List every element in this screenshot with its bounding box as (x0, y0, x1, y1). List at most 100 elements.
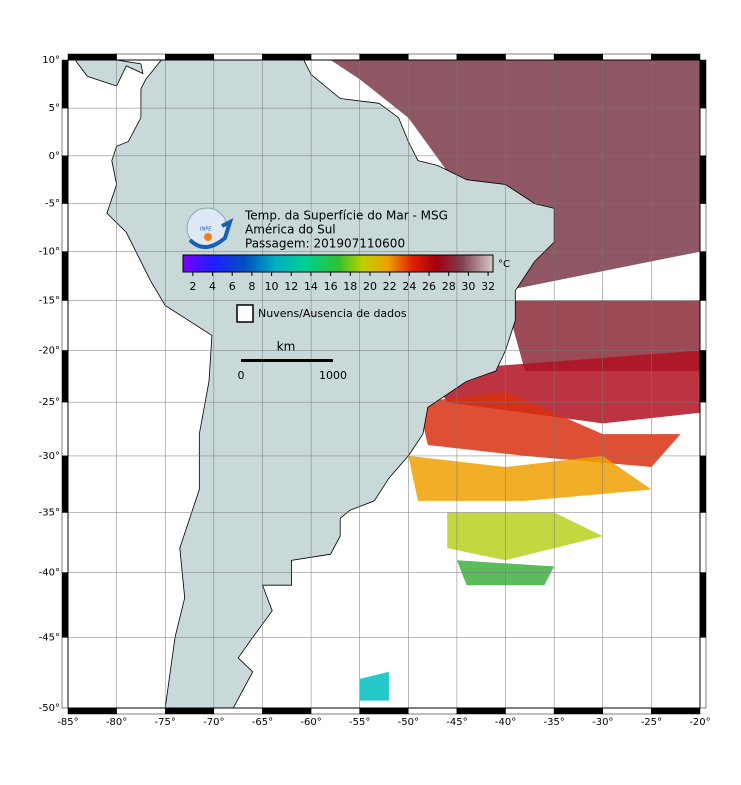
frame-segment (699, 155, 707, 204)
x-tick-label: -85° (57, 717, 78, 728)
title-line: Passagem: 201907110600 (245, 237, 405, 251)
frame-segment (67, 53, 117, 61)
legend-label: Nuvens/Ausencia de dados (258, 307, 407, 320)
colorbar-tick-label: 20 (363, 280, 377, 293)
x-tick-label: -75° (155, 717, 176, 728)
colorbar-tick-label: 32 (481, 280, 495, 293)
x-tick-label: -25° (641, 717, 662, 728)
frame-segment (456, 707, 506, 715)
frame-segment (699, 572, 707, 638)
frame-segment (359, 707, 409, 715)
x-tick-label: -65° (252, 717, 273, 728)
x-tick-label: -35° (543, 717, 564, 728)
frame-segment (699, 401, 707, 457)
frame-segment (213, 707, 263, 715)
title-line: Temp. da Superfície do Mar - MSG (244, 209, 448, 223)
colorbar-tick-label: 8 (248, 280, 255, 293)
x-tick-label: -60° (300, 717, 321, 728)
scale-label: 1000 (319, 369, 347, 382)
x-tick-label: -55° (349, 717, 370, 728)
colorbar-tick-label: 14 (304, 280, 318, 293)
colorbar-tick-label: 6 (229, 280, 236, 293)
y-tick-label: 0° (49, 151, 60, 162)
sst-patch (418, 391, 681, 467)
frame-segment (213, 53, 263, 61)
logo-dot (204, 233, 212, 241)
y-tick-label: -25° (39, 397, 60, 408)
frame-segment (61, 512, 69, 573)
x-tick-label: -80° (106, 717, 127, 728)
colorbar-tick-label: 4 (209, 280, 216, 293)
colorbar-tick-label: 2 (189, 280, 196, 293)
frame-segment (262, 707, 312, 715)
colorbar-tick-label: 30 (461, 280, 475, 293)
frame (67, 59, 701, 709)
sst-patch (330, 60, 700, 291)
x-tick-label: -30° (592, 717, 613, 728)
frame-segment (61, 107, 69, 157)
frame-segment (262, 53, 312, 61)
scale-unit: km (277, 340, 296, 354)
frame-segment (61, 637, 69, 709)
y-tick-label: -5° (45, 199, 60, 210)
frame-segment (310, 53, 360, 61)
colorbar-tick-label: 16 (324, 280, 338, 293)
frame-segment (699, 203, 707, 252)
logo-arrow (188, 218, 234, 249)
frame-segment (651, 707, 701, 715)
frame-segment (164, 707, 215, 715)
frame-segment (61, 300, 69, 351)
frame-segment (699, 455, 707, 513)
x-tick-label: -70° (203, 717, 224, 728)
frame-segment (699, 637, 707, 709)
frame-segment (61, 455, 69, 513)
y-tick-label: 5° (49, 103, 60, 114)
frame-segment (699, 350, 707, 403)
frame-segment (699, 107, 707, 157)
colorbar-unit: °C (498, 259, 510, 270)
legend-swatch (236, 304, 254, 323)
frame-segment (699, 251, 707, 301)
frame-segment (408, 53, 458, 61)
land (74, 60, 144, 87)
frame-segment (699, 59, 707, 109)
frame-segment (408, 707, 458, 715)
frame-segment (61, 155, 69, 204)
title-line: América do Sul (245, 223, 336, 237)
frame-segment (61, 572, 69, 638)
frame-segment (61, 401, 69, 457)
x-tick-label: -40° (495, 717, 516, 728)
overlay: INPE Temp. da Superfície do Mar - MSG Am… (39, 53, 711, 728)
frame-segment (505, 707, 555, 715)
frame-segment (553, 707, 604, 715)
y-tick-label: -40° (39, 568, 60, 579)
frame-segment (61, 251, 69, 301)
y-tick-label: -20° (39, 346, 60, 357)
frame-segment (164, 53, 215, 61)
colorbar-tick-label: 26 (422, 280, 436, 293)
x-tick-label: -50° (398, 717, 419, 728)
colorbar-tick-label: 24 (402, 280, 416, 293)
y-tick-label: -10° (39, 247, 60, 258)
y-tick-label: 10° (42, 55, 60, 66)
frame-segment (456, 53, 506, 61)
y-tick-label: -45° (39, 632, 60, 643)
frame-segment (505, 53, 555, 61)
colorbar (182, 254, 494, 273)
y-tick-label: -15° (39, 296, 60, 307)
colorbar-tick-label: 22 (383, 280, 397, 293)
logo-text: INPE (200, 227, 212, 233)
x-tick-label: -20° (689, 717, 710, 728)
frame-segment (61, 203, 69, 252)
frame-segment (310, 707, 360, 715)
y-tick-label: -35° (39, 507, 60, 518)
y-tick-label: -50° (39, 703, 60, 714)
colorbar-tick-label: 18 (343, 280, 357, 293)
frame-segment (553, 53, 604, 61)
colorbar-tick-label: 28 (442, 280, 456, 293)
x-tick-label: -45° (446, 717, 467, 728)
frame-segment (651, 53, 701, 61)
frame-segment (61, 350, 69, 403)
scale-label: 0 (238, 369, 245, 382)
